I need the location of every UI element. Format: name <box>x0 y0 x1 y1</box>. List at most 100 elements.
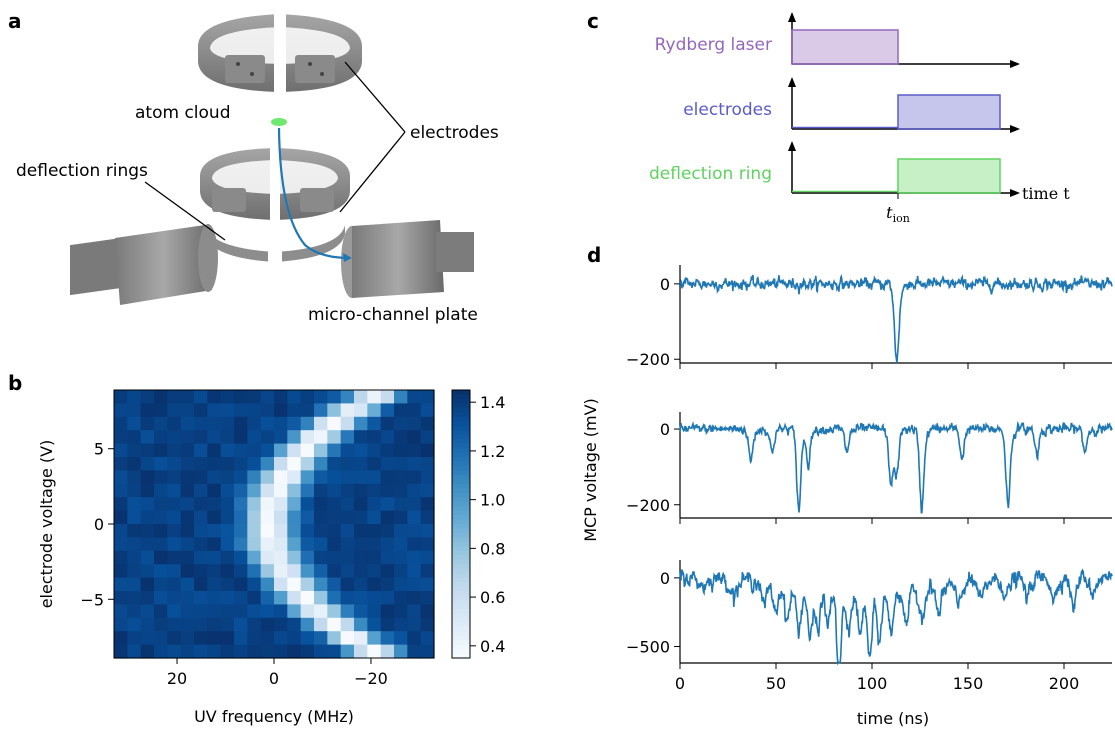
heatmap-cell <box>260 550 275 565</box>
mcp-trace <box>679 273 1113 364</box>
heatmap-cell <box>207 644 222 659</box>
heatmap-cell <box>287 403 302 418</box>
heatmap-cell <box>354 443 368 458</box>
colorbar-segment <box>452 430 470 436</box>
heatmap-cell <box>194 457 208 471</box>
heatmap-cell <box>394 390 408 404</box>
heatmap-cell <box>314 470 328 485</box>
heatmap-cell <box>127 416 142 431</box>
heatmap-cell <box>314 644 328 659</box>
panel-label-c: c <box>587 9 599 33</box>
heatmap-cell <box>394 443 408 458</box>
heatmap-cell <box>247 497 262 512</box>
heatmap-cell <box>407 631 422 646</box>
colorbar-segment <box>452 582 470 588</box>
heatmap-cell <box>354 591 368 605</box>
heatmap-cell <box>367 631 382 646</box>
heatmap-cell <box>407 591 422 605</box>
heatmap-cell <box>287 483 302 498</box>
heatmap-cell <box>420 416 435 431</box>
heatmap-cell <box>274 416 288 431</box>
heatmap-cell <box>140 483 155 498</box>
heatmap-cell <box>340 564 355 579</box>
heatmap-cell <box>220 403 235 418</box>
colorbar-segment <box>452 501 470 507</box>
heatmap-cell <box>367 524 382 538</box>
heatmap-cell <box>180 443 195 458</box>
heatmap-cell <box>407 390 422 404</box>
mcp-xticks: 0 50 100 150 200 <box>675 663 1079 693</box>
colorbar-segment <box>452 599 470 605</box>
heatmap-cell <box>154 416 168 431</box>
timing-tick-label: tion <box>886 203 910 225</box>
colorbar-segment <box>452 577 470 583</box>
heatmap-cell <box>274 577 288 592</box>
heatmap-cell <box>260 524 275 538</box>
colorbar-segment <box>452 519 470 525</box>
heatmap-cell <box>367 604 382 619</box>
heatmap-cell <box>287 604 302 619</box>
heatmap-cell <box>114 537 128 552</box>
mcp-xtick-label: 150 <box>953 674 984 693</box>
heatmap-cell <box>207 457 222 471</box>
heatmap-cell <box>274 644 288 659</box>
heatmap-cell <box>234 631 248 646</box>
heatmap-cell <box>140 390 155 404</box>
heatmap-cell <box>247 416 262 431</box>
heatmap-cell <box>167 497 182 512</box>
heatmap-cell <box>380 443 395 458</box>
heatmap-cell <box>154 617 168 632</box>
mcp-ytick-label: −200 <box>626 350 670 369</box>
heatmap-cell <box>367 403 382 418</box>
heatmap-cell <box>167 524 182 538</box>
timing-pulse <box>897 94 1001 130</box>
heatmap-cell <box>287 524 302 538</box>
heatmap-cell <box>367 577 382 592</box>
heatmap-cell <box>234 617 248 632</box>
heatmap-cell <box>327 524 342 538</box>
heatmap-cell <box>220 577 235 592</box>
heatmap-cell <box>367 644 382 659</box>
heatmap-cell <box>380 510 395 525</box>
heatmap-cell <box>287 631 302 646</box>
colorbar-segment <box>452 439 470 445</box>
heatmap-cell <box>340 430 355 445</box>
heatmap-cell <box>274 564 288 579</box>
heatmap-cell <box>220 550 235 565</box>
heatmap-cell <box>167 483 182 498</box>
heatmap-cell <box>154 631 168 646</box>
heatmap-cell <box>167 457 182 471</box>
timing-tick-sub: ion <box>893 212 910 225</box>
heatmap-cell <box>420 644 435 659</box>
heatmap-cell <box>260 537 275 552</box>
heatmap-cell <box>300 390 315 404</box>
heatmap-cell <box>327 457 342 471</box>
heatmap-cell <box>354 497 368 512</box>
heatmap-cell <box>220 497 235 512</box>
heatmap-cell <box>207 564 222 579</box>
heatmap-cell <box>154 524 168 538</box>
mcp-ytick-label: 0 <box>660 420 670 439</box>
heatmap-cell <box>127 591 142 605</box>
heatmap-xticks: 20 0 −20 <box>167 658 388 688</box>
mcp-ytick-label: 0 <box>660 569 670 588</box>
deflection-rings <box>205 220 345 265</box>
heatmap-cell <box>247 564 262 579</box>
colorbar-segment <box>452 398 470 404</box>
heatmap-cell <box>394 550 408 565</box>
heatmap-cell <box>247 537 262 552</box>
heatmap-cell <box>287 497 302 512</box>
mcp-subplots: 0 −200 0 −200 0 −500 <box>626 265 1113 666</box>
heatmap-cell <box>287 443 302 458</box>
heatmap-cell <box>260 390 275 404</box>
heatmap-cell <box>234 524 248 538</box>
heatmap-cell <box>300 510 315 525</box>
colorbar-segment <box>452 640 470 646</box>
heatmap-cell <box>327 550 342 565</box>
heatmap-cell <box>260 617 275 632</box>
heatmap-cell <box>380 604 395 619</box>
heatmap-cell <box>274 537 288 552</box>
heatmap-cell <box>300 524 315 538</box>
atom-cloud-marker <box>271 118 287 126</box>
heatmap-cell <box>247 591 262 605</box>
